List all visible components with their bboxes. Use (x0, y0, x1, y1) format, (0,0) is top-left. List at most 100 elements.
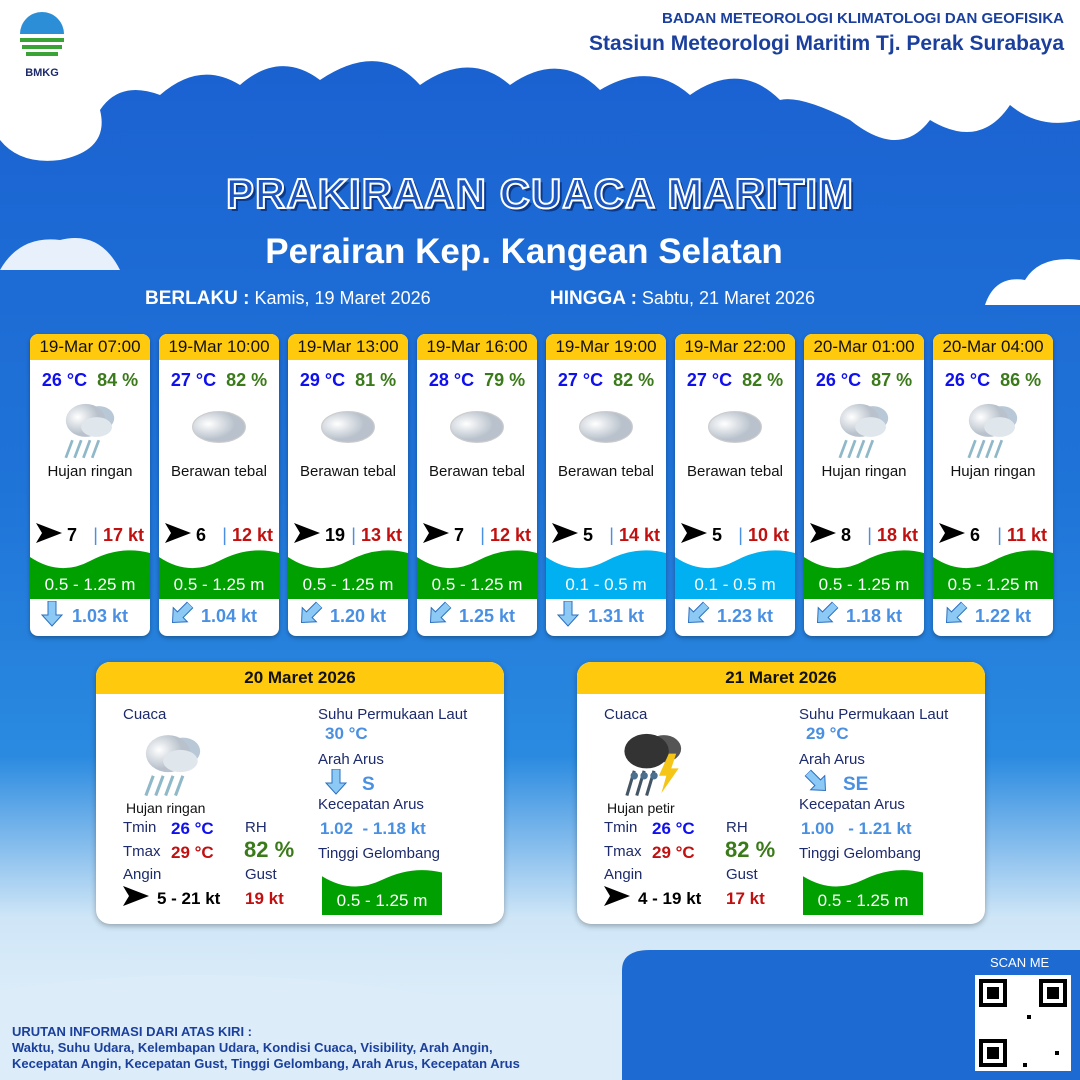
current-speed: 1.22 kt (975, 605, 1032, 626)
humidity: 82 % (742, 370, 784, 390)
weather-condition: Berawan tebal (687, 463, 783, 480)
forecast-time: 19-Mar 13:00 (288, 334, 408, 360)
air-temp: 27 °C (557, 370, 604, 390)
current-speed: 1.23 kt (717, 605, 774, 626)
divider: | (222, 524, 227, 545)
light-rain-icon (136, 724, 210, 803)
current-direction-arrow-icon (556, 600, 580, 632)
wave-height: 0.5 - 1.25 m (431, 575, 523, 594)
light-rain-icon (804, 391, 924, 463)
forecast-time: 20-Mar 01:00 (804, 334, 924, 360)
divider: | (997, 524, 1002, 545)
gust-value: 19 kt (245, 889, 284, 908)
light-rain-icon (30, 391, 150, 463)
current-speed: 1.04 kt (201, 605, 258, 626)
wave-height-wave-icon: 0.5 - 1.25 m (322, 867, 442, 915)
gust-speed: 14 kt (618, 524, 660, 545)
forecast-time: 19-Mar 10:00 (159, 334, 279, 360)
thunderstorm-icon (617, 724, 691, 803)
wind-speed: 5 (583, 524, 594, 545)
cloud-icon (288, 391, 408, 463)
humidity: 81 % (355, 370, 397, 390)
air-temp: 27 °C (170, 370, 217, 390)
wind-direction-arrow-icon (423, 522, 449, 548)
air-temp: 26 °C (944, 370, 991, 390)
wind-range: 5 - 21 kt (157, 888, 221, 908)
footer-waves (0, 950, 1080, 1080)
wave-height: 0.5 - 1.25 m (818, 575, 910, 594)
tmin-value: 26 °C (652, 819, 695, 838)
air-temp: 28 °C (428, 370, 475, 390)
forecast-card: 20-Mar 01:00 26 °C 87 % Hujan ringan 8 | 1… (804, 334, 924, 636)
cloud-icon (417, 391, 537, 463)
daily-condition: Hujan ringan (126, 800, 206, 816)
current-speed: 1.18 kt (846, 605, 903, 626)
forecast-card: 19-Mar 13:00 29 °C 81 % Berawan tebal 19… (288, 334, 408, 636)
weather-condition: Berawan tebal (171, 463, 267, 480)
wind-direction-arrow-icon (36, 522, 62, 548)
cloud-icon (159, 391, 279, 463)
current-speed: 1.20 kt (330, 605, 387, 626)
forecast-card: 20-Mar 04:00 26 °C 86 % Hujan ringan 6 | 1… (933, 334, 1053, 636)
side-cloud (985, 259, 1080, 305)
wave-height: 0.5 - 1.25 m (817, 891, 909, 910)
sst-value: 30 °C (325, 724, 368, 743)
gust-speed: 13 kt (360, 524, 402, 545)
gust-speed: 11 kt (1006, 524, 1047, 545)
current-range: 1.00 - 1.21 kt (801, 819, 912, 838)
daily-date: 21 Maret 2026 (577, 662, 985, 694)
forecast-card: 19-Mar 07:00 26 °C 84 % Hujan ringan 7 | 1… (30, 334, 150, 636)
wind-direction-arrow-icon (123, 886, 149, 911)
cloud-icon (675, 391, 795, 463)
wave-height-wave-icon: 0.5 - 1.25 m (804, 547, 924, 599)
tmax-value: 29 °C (171, 843, 214, 862)
wave-height-wave-icon: 0.5 - 1.25 m (417, 547, 537, 599)
wave-height: 0.5 - 1.25 m (947, 575, 1039, 594)
humidity: 82 % (613, 370, 655, 390)
wave-height-wave-icon: 0.5 - 1.25 m (803, 867, 923, 915)
qr-code[interactable] (975, 975, 1071, 1071)
weather-condition: Berawan tebal (558, 463, 654, 480)
wind-range: 4 - 19 kt (638, 888, 702, 908)
humidity: 87 % (871, 370, 913, 390)
page-title: PRAKIRAAN CUACA MARITIM (225, 169, 855, 218)
current-direction-arrow-icon (685, 600, 710, 632)
wind-speed: 6 (196, 524, 207, 545)
forecast-card: 19-Mar 22:00 27 °C 82 % Berawan tebal 5 |… (675, 334, 795, 636)
divider: | (93, 524, 98, 545)
station-name: Stasiun Meteorologi Maritim Tj. Perak Su… (589, 32, 1064, 55)
divider: | (351, 524, 356, 545)
divider: | (480, 524, 485, 545)
rh-value: 82 % (725, 837, 776, 862)
forecast-time: 19-Mar 22:00 (675, 334, 795, 360)
weather-condition: Berawan tebal (300, 463, 396, 480)
current-speed: 1.31 kt (588, 605, 645, 626)
valid-to: HINGGA : Sabtu, 21 Maret 2026 (550, 288, 816, 309)
wave-height-wave-icon: 0.5 - 1.25 m (933, 547, 1053, 599)
forecast-time: 19-Mar 19:00 (546, 334, 666, 360)
wind-speed: 8 (841, 524, 852, 545)
wind-direction-arrow-icon (810, 522, 836, 548)
forecast-card: 19-Mar 16:00 28 °C 79 % Berawan tebal 7 |… (417, 334, 537, 636)
air-temp: 26 °C (41, 370, 88, 390)
wind-direction-arrow-icon (939, 522, 965, 548)
rh-value: 82 % (244, 837, 295, 862)
daily-date: 20 Maret 2026 (96, 662, 504, 694)
divider: | (609, 524, 614, 545)
humidity: 86 % (1000, 370, 1042, 390)
daily-condition: Hujan petir (607, 800, 675, 816)
wind-direction-arrow-icon (604, 886, 630, 911)
cloud-icon (546, 391, 666, 463)
current-direction: SE (843, 774, 869, 795)
forecast-card: 19-Mar 10:00 27 °C 82 % Berawan tebal 6 |… (159, 334, 279, 636)
forecast-time: 20-Mar 04:00 (933, 334, 1053, 360)
wave-height-wave-icon: 0.5 - 1.25 m (288, 547, 408, 599)
humidity: 84 % (97, 370, 139, 390)
humidity: 82 % (226, 370, 268, 390)
current-speed: 1.25 kt (459, 605, 516, 626)
current-direction-arrow-icon (169, 600, 194, 632)
gust-value: 17 kt (726, 889, 765, 908)
current-speed: 1.03 kt (72, 605, 129, 626)
wind-direction-arrow-icon (165, 522, 191, 548)
wind-direction-arrow-icon (294, 522, 320, 548)
